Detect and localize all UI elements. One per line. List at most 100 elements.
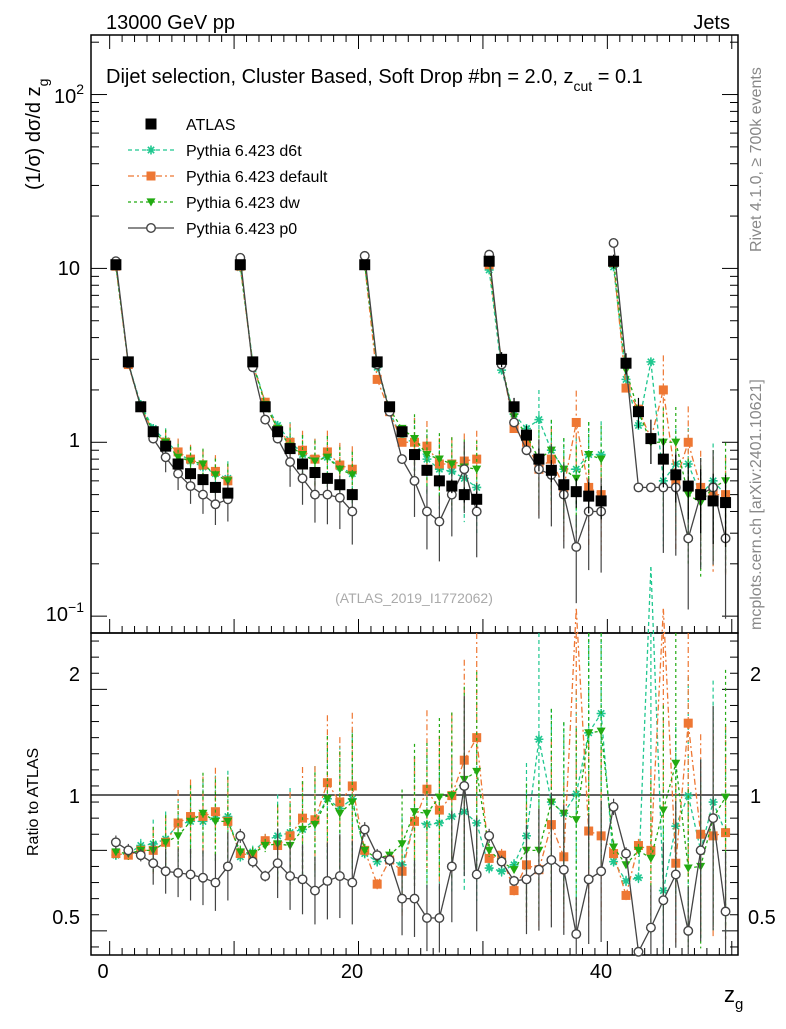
series-d6t-point <box>534 415 544 425</box>
series-d6t-ratio-point <box>223 812 233 822</box>
legend: ATLAS Pythia 6.423 d6t Pythia 6.423 defaul… <box>128 117 328 238</box>
series-p0-ratio-point <box>683 925 694 936</box>
series-default-point <box>335 460 345 470</box>
series-atlas-point <box>122 356 134 368</box>
series-p0-segment <box>687 494 702 539</box>
series-dw-ratio-point <box>298 825 308 834</box>
y-label-top-sub: g <box>35 79 51 87</box>
series-atlas-point <box>632 406 644 418</box>
series-atlas-point <box>384 401 396 413</box>
series-dw-point <box>335 465 345 474</box>
series-atlas-point <box>259 401 271 413</box>
legend-label-p0: Pythia 6.423 p0 <box>186 221 297 238</box>
ratio-tick-label-2-right: 2 <box>750 664 761 686</box>
series-default-ratio-point <box>509 886 519 896</box>
series-p0-ratio-point <box>135 850 146 861</box>
series-p0-ratio-segment <box>612 806 627 854</box>
series-p0-ratio-point <box>285 871 296 882</box>
series-p0-ratio-point <box>720 906 731 917</box>
series-atlas-point <box>533 453 545 465</box>
legend-label-d6t: Pythia 6.423 d6t <box>186 143 302 160</box>
series-default-point <box>298 445 308 455</box>
series-p0-ratio-point <box>260 871 271 882</box>
series-dw-ratio-point <box>571 816 581 825</box>
series-atlas-point <box>197 474 209 486</box>
series-dw-ratio-point <box>223 817 233 826</box>
ratio-tick-label-2: 2 <box>69 664 80 686</box>
series-dw-point <box>322 453 332 462</box>
series-dw-ratio-segment <box>563 812 577 821</box>
series-p0-ratio-point <box>409 893 420 904</box>
series-p0-ratio-point <box>297 874 308 885</box>
series-dw-point <box>447 460 457 469</box>
series-dw-ratio-segment <box>712 796 727 819</box>
series-dw-point <box>173 453 183 462</box>
axis-ticks <box>91 35 738 955</box>
series-p0-point <box>397 454 408 465</box>
series-default-point <box>658 385 668 395</box>
series-p0-ratio-segment <box>575 879 590 935</box>
series-d6t-ratio-segment <box>637 566 652 878</box>
series-dw-ratio-point <box>671 759 681 768</box>
y-axis-label-top: (1/σ) dσ/d zg <box>23 79 51 190</box>
series-dw-segment <box>140 406 154 433</box>
series-p0-ratio-segment <box>712 818 727 912</box>
series-p0-ratio-point <box>708 813 719 824</box>
series-default-ratio-segment <box>351 785 366 851</box>
series-default-ratio <box>111 608 731 943</box>
series-default-point <box>571 417 581 427</box>
legend-label-dw: Pythia 6.423 dw <box>186 195 300 212</box>
series-d6t-segment <box>488 269 503 371</box>
series-p0-ratio <box>110 695 731 957</box>
title-sub: cut <box>573 78 592 94</box>
legend-item-default: Pythia 6.423 default <box>128 169 328 186</box>
series-p0-ratio-segment <box>563 869 577 935</box>
series-p0-point <box>347 506 358 517</box>
series-default-point <box>322 447 332 457</box>
series-p0-point <box>645 482 656 493</box>
series-d6t-point <box>646 357 656 367</box>
series-p0-ratio-point <box>247 856 258 867</box>
series-dw-point <box>223 477 233 486</box>
series-dw-segment <box>625 369 640 412</box>
series-d6t-segment <box>140 404 154 429</box>
series-dw-ratio-segment <box>538 801 552 851</box>
analysis-label: (ATLAS_2019_I1772062) <box>335 590 493 606</box>
series-d6t-segment <box>264 401 279 426</box>
series-atlas-point <box>645 433 657 445</box>
legend-marker-p0 <box>146 223 156 233</box>
series-p0-point <box>185 481 196 492</box>
series-dw-ratio-point <box>447 792 457 801</box>
ratio-tick-label-1-right: 1 <box>750 786 761 808</box>
series-d6t-point <box>621 374 631 384</box>
series-default-segment <box>389 411 403 443</box>
series-default-ratio-point <box>497 850 507 860</box>
series-p0-segment <box>513 422 528 451</box>
y-tick-100-exp: 2 <box>76 81 84 97</box>
series-atlas-point <box>272 426 284 438</box>
series-p0-point <box>198 489 208 500</box>
series-atlas-point <box>483 255 495 267</box>
series-default-ratio-segment <box>314 782 329 820</box>
series-dw-ratio-point <box>360 846 370 855</box>
series-p0-ratio-point <box>359 824 370 835</box>
series-atlas-point <box>583 490 595 502</box>
series-default-ratio-point <box>410 816 419 826</box>
series-p0-ratio-point <box>546 855 557 865</box>
series-default-ratio-segment <box>675 723 689 864</box>
series-p0-ratio-point <box>434 912 445 923</box>
series-p0-ratio-point <box>583 874 594 885</box>
series-p0-ratio-point <box>571 929 582 940</box>
series-d6t-ratio-segment <box>525 739 540 836</box>
series-dw-ratio-segment <box>600 731 615 848</box>
series-atlas-point <box>222 487 234 499</box>
legend-label-default: Pythia 6.423 default <box>186 169 328 186</box>
series-default-segment <box>563 422 577 488</box>
series-default-ratio-point <box>322 778 332 788</box>
series-p0-segment <box>115 261 129 364</box>
series-d6t-ratio-segment <box>575 732 590 795</box>
series-d6t-ratio-point <box>484 863 494 873</box>
series-p0-point <box>210 499 221 510</box>
series-p0-ratio-segment <box>463 785 478 875</box>
